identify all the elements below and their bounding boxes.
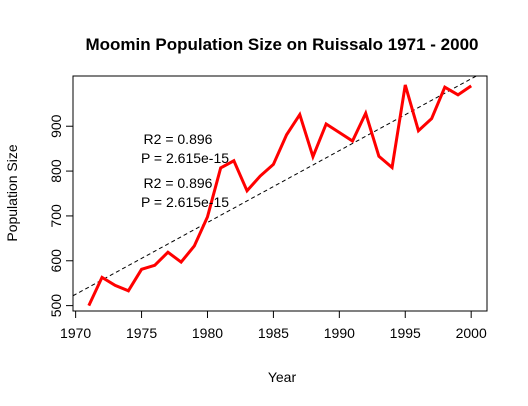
x-axis-label: Year (268, 369, 297, 385)
y-axis-label: Population Size (4, 144, 20, 242)
x-tick-label: 1990 (324, 325, 355, 341)
y-tick-label: 600 (48, 249, 64, 273)
y-tick-label: 900 (48, 114, 64, 138)
x-axis: 1970 1975 1980 1985 1990 1995 2000 (60, 310, 487, 341)
plot-area (72, 75, 488, 312)
chart-title: Moomin Population Size on Ruissalo 1971 … (86, 35, 479, 54)
annotation-p-value: P = 2.615e-15 (141, 194, 229, 210)
trendline-dashed (73, 76, 478, 297)
series-layer (87, 84, 473, 307)
y-tick-label: 700 (48, 204, 64, 228)
annotation-r2: R2 = 0.896 (144, 131, 213, 147)
annotation-r2: R2 = 0.896 (144, 175, 213, 191)
annotations: R2 = 0.896 P = 2.615e-15 R2 = 0.896 P = 2.6… (141, 131, 229, 210)
x-tick-label: 1995 (390, 325, 421, 341)
y-tick-label: 800 (48, 159, 64, 183)
annotation-p-value: P = 2.615e-15 (141, 150, 229, 166)
x-tick-label: 1985 (258, 325, 289, 341)
y-axis: 500 600 700 800 900 (48, 114, 74, 318)
y-tick-label: 500 (48, 294, 64, 318)
x-tick-label: 1970 (60, 325, 91, 341)
series-line (87, 84, 473, 307)
trendline (73, 76, 478, 297)
x-tick-label: 1975 (126, 325, 157, 341)
x-tick-label: 1980 (192, 325, 223, 341)
x-tick-label: 2000 (456, 325, 487, 341)
